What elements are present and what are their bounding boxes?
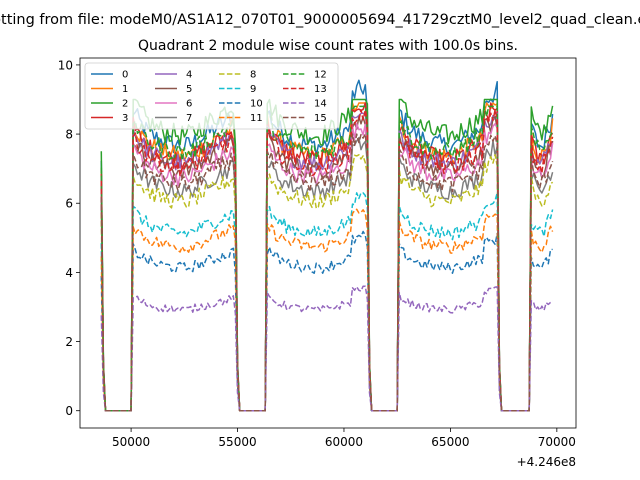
legend-label: 1 xyxy=(122,84,128,95)
axes-frame xyxy=(79,57,577,429)
x-tick-label: 50000 xyxy=(112,435,150,449)
x-tick-label: 70000 xyxy=(538,435,576,449)
legend-label: 10 xyxy=(250,99,263,110)
legend-label: 3 xyxy=(122,113,128,124)
x-tick-label: 55000 xyxy=(218,435,256,449)
y-axis: 0 2 4 6 8 10 xyxy=(58,58,80,418)
legend-label: 4 xyxy=(186,70,192,81)
legend-frame xyxy=(84,62,339,130)
series-line-module-12 xyxy=(100,105,554,412)
y-tick-label: 0 xyxy=(65,404,73,418)
series-line-module-8 xyxy=(100,154,554,412)
x-tick-label: 65000 xyxy=(431,435,469,449)
series-line-module-14 xyxy=(100,285,554,412)
legend-label: 0 xyxy=(122,70,128,81)
series-line-module-3 xyxy=(100,102,554,412)
x-offset-label: +4.246e8 xyxy=(517,455,576,469)
chart-title: Quadrant 2 module wise count rates with … xyxy=(138,38,518,54)
legend-label: 7 xyxy=(186,113,192,124)
series-line-module-13 xyxy=(100,109,554,412)
series-line-module-11 xyxy=(100,208,554,412)
legend-label: 13 xyxy=(314,84,327,95)
series-line-module-2 xyxy=(100,98,554,412)
x-axis: 50000 55000 60000 65000 70000 xyxy=(112,428,576,449)
series-line-module-4 xyxy=(100,112,554,412)
legend-label: 5 xyxy=(186,84,192,95)
series-line-module-9 xyxy=(100,192,554,412)
y-tick-label: 8 xyxy=(65,128,73,142)
legend-label: 6 xyxy=(186,99,192,110)
series-line-module-0 xyxy=(100,79,554,412)
y-tick-label: 10 xyxy=(58,58,73,72)
legend-label: 8 xyxy=(250,70,256,81)
legend-label: 9 xyxy=(250,84,256,95)
legend-label: 11 xyxy=(250,113,263,124)
legend-label: 14 xyxy=(314,99,327,110)
legend-label: 15 xyxy=(314,113,327,124)
series-layer xyxy=(100,79,554,412)
legend-label: 12 xyxy=(314,70,327,81)
figure-suptitle: Plotting from file: modeM0/AS1A12_070T01… xyxy=(0,12,640,28)
legend-label: 2 xyxy=(122,99,128,110)
y-tick-label: 6 xyxy=(65,197,73,211)
y-tick-label: 4 xyxy=(65,266,73,280)
x-tick-label: 60000 xyxy=(325,435,363,449)
series-line-module-15 xyxy=(100,133,554,412)
series-line-module-10 xyxy=(100,230,553,412)
y-tick-label: 2 xyxy=(65,335,73,349)
